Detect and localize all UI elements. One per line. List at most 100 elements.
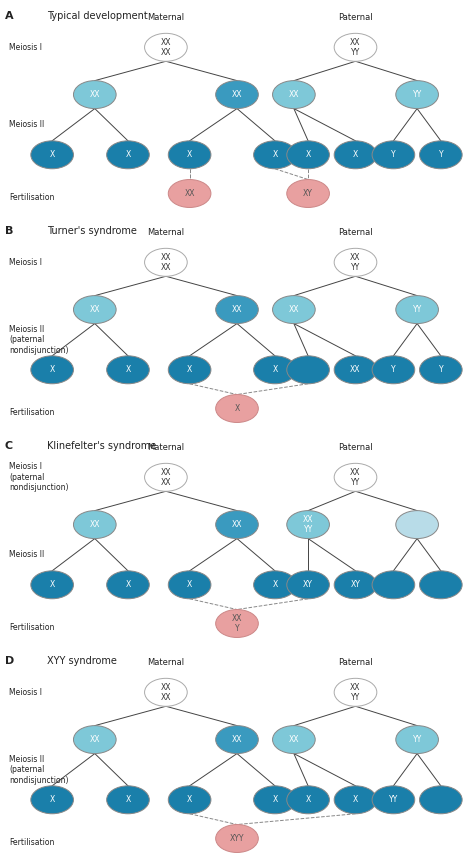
Text: X: X [49,580,55,589]
Text: Meiosis II
(paternal
nondisjunction): Meiosis II (paternal nondisjunction) [9,325,69,354]
Text: X: X [272,366,278,374]
Text: XY: XY [303,580,313,589]
Ellipse shape [419,571,462,599]
Text: Fertilisation: Fertilisation [9,408,55,417]
Ellipse shape [168,786,211,814]
Text: Maternal: Maternal [147,13,184,22]
Text: XX
YY: XX YY [350,683,361,702]
Text: X: X [272,580,278,589]
Ellipse shape [145,249,187,276]
Ellipse shape [145,679,187,706]
Ellipse shape [31,356,73,384]
Ellipse shape [73,511,116,538]
Ellipse shape [334,679,377,706]
Text: Y: Y [391,150,396,159]
Text: X: X [125,580,131,589]
Text: X: X [49,796,55,804]
Ellipse shape [107,571,149,599]
Ellipse shape [287,141,329,169]
Ellipse shape [168,141,211,169]
Ellipse shape [396,726,438,753]
Ellipse shape [254,356,296,384]
Text: A: A [5,11,13,21]
Text: Meiosis II: Meiosis II [9,550,45,559]
Ellipse shape [334,356,377,384]
Text: XX: XX [232,90,242,99]
Ellipse shape [254,571,296,599]
Text: XYY syndrome: XYY syndrome [47,655,117,666]
Ellipse shape [273,81,315,108]
Ellipse shape [216,296,258,323]
Text: YY: YY [412,735,422,744]
Text: Y: Y [391,366,396,374]
Text: YY: YY [412,305,422,314]
Ellipse shape [254,786,296,814]
Ellipse shape [287,786,329,814]
Ellipse shape [287,571,329,599]
Ellipse shape [216,81,258,108]
Ellipse shape [396,511,438,538]
Text: Meiosis I: Meiosis I [9,688,43,697]
Text: Fertilisation: Fertilisation [9,838,55,847]
Text: X: X [187,580,192,589]
Text: X: X [187,366,192,374]
Ellipse shape [396,296,438,323]
Text: X: X [49,150,55,159]
Text: XX
YY: XX YY [350,38,361,57]
Text: C: C [5,440,13,451]
Ellipse shape [372,786,415,814]
Ellipse shape [334,786,377,814]
Ellipse shape [334,34,377,61]
Ellipse shape [73,81,116,108]
Ellipse shape [254,141,296,169]
Text: XYY: XYY [230,834,244,843]
Text: XY: XY [351,580,360,589]
Text: Paternal: Paternal [338,13,373,22]
Text: XX
XX: XX XX [161,38,171,57]
Text: X: X [187,150,192,159]
Text: XX: XX [232,735,242,744]
Text: XX: XX [90,520,100,529]
Ellipse shape [216,511,258,538]
Text: XX
XX: XX XX [161,253,171,272]
Text: X: X [125,366,131,374]
Ellipse shape [287,511,329,538]
Text: Klinefelter's syndrome: Klinefelter's syndrome [47,440,156,451]
Ellipse shape [31,786,73,814]
Text: Meiosis II
(paternal
nondisjunction): Meiosis II (paternal nondisjunction) [9,755,69,784]
Text: X: X [272,150,278,159]
Text: XX: XX [350,366,361,374]
Text: Turner's syndrome: Turner's syndrome [47,225,137,236]
Ellipse shape [73,726,116,753]
Text: X: X [187,796,192,804]
Ellipse shape [216,395,258,422]
Text: Maternal: Maternal [147,443,184,452]
Text: X: X [49,366,55,374]
Text: YY: YY [412,90,422,99]
Text: Paternal: Paternal [338,228,373,236]
Ellipse shape [287,180,329,207]
Ellipse shape [216,726,258,753]
Ellipse shape [273,296,315,323]
Text: Typical development: Typical development [47,11,148,21]
Text: XX: XX [184,189,195,198]
Ellipse shape [216,825,258,852]
Ellipse shape [31,141,73,169]
Text: Paternal: Paternal [338,443,373,452]
Ellipse shape [334,464,377,491]
Ellipse shape [107,356,149,384]
Text: XX
XX: XX XX [161,468,171,487]
Ellipse shape [419,356,462,384]
Text: Maternal: Maternal [147,228,184,236]
Text: Meiosis I: Meiosis I [9,43,43,52]
Text: XX: XX [289,735,299,744]
Text: Y: Y [438,366,443,374]
Ellipse shape [419,141,462,169]
Text: D: D [5,655,14,666]
Text: Fertilisation: Fertilisation [9,624,55,632]
Ellipse shape [287,356,329,384]
Ellipse shape [334,249,377,276]
Ellipse shape [31,571,73,599]
Text: XX: XX [90,90,100,99]
Text: XY: XY [303,189,313,198]
